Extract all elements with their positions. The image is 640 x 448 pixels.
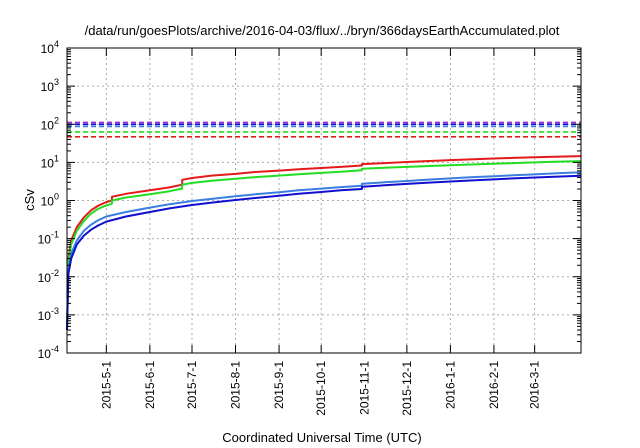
y-tick-label: 104 (41, 39, 59, 56)
y-tick-exponent: 3 (54, 77, 59, 87)
series-group (66, 121, 582, 331)
x-tick-label: 2016-2-1 (487, 361, 501, 409)
x-tick-label: 2015-6-1 (143, 361, 157, 409)
y-tick-label: 10-2 (38, 268, 59, 285)
ticks (67, 47, 581, 354)
y-tick-exponent: -4 (51, 344, 59, 354)
x-axis-label: Coordinated Universal Time (UTC) (222, 430, 421, 445)
series-line (66, 160, 582, 331)
y-tick-base: 10 (41, 118, 55, 132)
x-tick-label: 2016-1-1 (443, 361, 457, 409)
y-tick-label: 10-1 (38, 230, 59, 247)
x-tick-label: 2016-3-1 (528, 361, 542, 409)
y-tick-base: 10 (38, 309, 52, 323)
y-tick-exponent: -3 (51, 306, 59, 316)
y-tick-exponent: 1 (54, 153, 59, 163)
x-tick-label: 2015-8-1 (229, 361, 243, 409)
y-tick-base: 10 (38, 271, 52, 285)
series-line (66, 155, 582, 331)
series-line (66, 174, 582, 331)
x-tick-label: 2015-9-1 (272, 361, 286, 409)
y-tick-base: 10 (41, 42, 55, 56)
y-tick-exponent: -2 (51, 268, 59, 278)
y-tick-label: 10-3 (38, 306, 59, 323)
y-tick-base: 10 (41, 80, 55, 94)
y-tick-label: 103 (41, 77, 59, 94)
y-tick-exponent: 4 (54, 39, 59, 49)
y-tick-base: 10 (38, 233, 52, 247)
y-tick-exponent: 2 (54, 115, 59, 125)
x-tick-label: 2015-10-1 (314, 361, 328, 416)
series-line (66, 171, 582, 331)
y-tick-label: 101 (41, 153, 59, 170)
x-tick-labels: 2015-5-1 2015-6-1 2015-7-1 2015-8-1 2015-9-1… (99, 361, 541, 416)
x-tick-label: 2015-11-1 (358, 361, 372, 415)
y-tick-base: 10 (41, 156, 55, 170)
grid (67, 48, 581, 353)
y-tick-label: 10-4 (38, 344, 59, 361)
x-tick-label: 2015-5-1 (99, 361, 113, 409)
chart-title: /data/run/goesPlots/archive/2016-04-03/f… (85, 23, 560, 38)
x-tick-label: 2015-12-1 (400, 361, 414, 416)
y-tick-exponent: 0 (54, 192, 59, 202)
y-tick-base: 10 (38, 347, 52, 361)
y-tick-base: 10 (41, 195, 55, 209)
y-tick-label: 100 (41, 192, 59, 209)
x-tick-label: 2015-7-1 (185, 361, 199, 409)
y-tick-exponent: -1 (51, 230, 59, 240)
y-tick-label: 102 (41, 115, 59, 132)
y-axis-label: cSv (22, 189, 37, 211)
